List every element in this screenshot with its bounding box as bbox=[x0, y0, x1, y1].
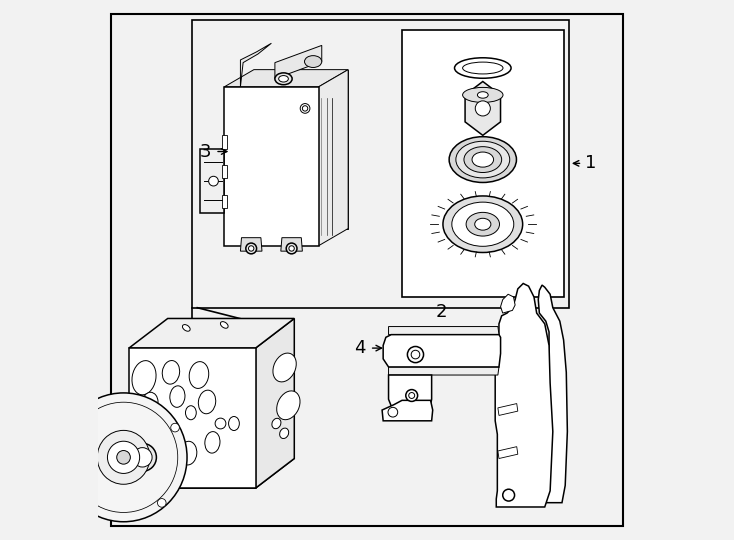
Ellipse shape bbox=[228, 416, 239, 430]
Ellipse shape bbox=[208, 176, 218, 186]
Ellipse shape bbox=[503, 489, 515, 501]
Ellipse shape bbox=[133, 448, 152, 467]
Ellipse shape bbox=[158, 498, 166, 507]
Polygon shape bbox=[382, 400, 433, 421]
Ellipse shape bbox=[205, 431, 220, 453]
Ellipse shape bbox=[275, 73, 292, 85]
Polygon shape bbox=[222, 194, 227, 208]
Ellipse shape bbox=[472, 152, 493, 167]
Polygon shape bbox=[222, 165, 227, 178]
Polygon shape bbox=[388, 367, 499, 375]
Ellipse shape bbox=[180, 441, 197, 465]
Ellipse shape bbox=[449, 137, 517, 183]
Polygon shape bbox=[254, 70, 348, 228]
Ellipse shape bbox=[171, 423, 179, 432]
Ellipse shape bbox=[407, 347, 424, 363]
Polygon shape bbox=[255, 319, 294, 488]
Polygon shape bbox=[129, 458, 294, 488]
Ellipse shape bbox=[411, 350, 420, 359]
Polygon shape bbox=[225, 87, 319, 246]
Ellipse shape bbox=[454, 58, 511, 78]
Polygon shape bbox=[388, 375, 432, 413]
FancyBboxPatch shape bbox=[192, 19, 569, 308]
Polygon shape bbox=[129, 319, 294, 348]
Ellipse shape bbox=[475, 218, 491, 230]
Polygon shape bbox=[129, 348, 255, 488]
Ellipse shape bbox=[81, 408, 90, 416]
Ellipse shape bbox=[97, 430, 150, 484]
Ellipse shape bbox=[249, 246, 254, 251]
Ellipse shape bbox=[60, 393, 187, 522]
Ellipse shape bbox=[117, 450, 131, 464]
Ellipse shape bbox=[279, 76, 288, 82]
Ellipse shape bbox=[406, 389, 418, 401]
Polygon shape bbox=[275, 45, 321, 79]
Ellipse shape bbox=[477, 92, 488, 98]
Text: 4: 4 bbox=[354, 339, 366, 357]
Ellipse shape bbox=[215, 418, 226, 429]
Ellipse shape bbox=[409, 393, 415, 399]
Ellipse shape bbox=[462, 62, 503, 74]
Ellipse shape bbox=[189, 362, 208, 388]
Polygon shape bbox=[281, 238, 302, 251]
Polygon shape bbox=[319, 70, 348, 246]
Text: 2: 2 bbox=[435, 303, 447, 321]
Ellipse shape bbox=[107, 441, 139, 474]
FancyBboxPatch shape bbox=[402, 30, 564, 297]
Ellipse shape bbox=[280, 428, 288, 438]
Polygon shape bbox=[501, 294, 515, 313]
Ellipse shape bbox=[475, 101, 490, 116]
Ellipse shape bbox=[143, 392, 158, 411]
Ellipse shape bbox=[456, 141, 509, 178]
Polygon shape bbox=[465, 82, 501, 136]
Ellipse shape bbox=[156, 407, 167, 418]
FancyBboxPatch shape bbox=[111, 14, 623, 526]
Polygon shape bbox=[498, 447, 517, 458]
Polygon shape bbox=[200, 149, 225, 213]
Ellipse shape bbox=[162, 361, 180, 384]
Ellipse shape bbox=[170, 386, 185, 407]
Polygon shape bbox=[498, 403, 517, 415]
Text: 3: 3 bbox=[200, 143, 211, 160]
Ellipse shape bbox=[246, 243, 257, 254]
Ellipse shape bbox=[68, 483, 76, 491]
Ellipse shape bbox=[464, 147, 501, 172]
Ellipse shape bbox=[153, 433, 175, 463]
Ellipse shape bbox=[132, 361, 156, 395]
Polygon shape bbox=[222, 136, 227, 149]
Ellipse shape bbox=[462, 87, 503, 103]
Ellipse shape bbox=[128, 443, 156, 471]
Ellipse shape bbox=[273, 353, 297, 382]
Polygon shape bbox=[123, 395, 145, 519]
Text: 1: 1 bbox=[585, 154, 597, 172]
Ellipse shape bbox=[277, 391, 300, 420]
Polygon shape bbox=[388, 327, 499, 335]
Ellipse shape bbox=[302, 106, 308, 111]
Ellipse shape bbox=[300, 104, 310, 113]
Ellipse shape bbox=[272, 418, 281, 429]
Ellipse shape bbox=[443, 196, 523, 253]
Ellipse shape bbox=[452, 202, 514, 246]
Polygon shape bbox=[225, 70, 348, 87]
Ellipse shape bbox=[388, 407, 398, 417]
Polygon shape bbox=[383, 335, 501, 367]
Polygon shape bbox=[495, 284, 553, 507]
Ellipse shape bbox=[466, 212, 500, 236]
Ellipse shape bbox=[145, 458, 156, 469]
Polygon shape bbox=[241, 238, 262, 251]
Ellipse shape bbox=[305, 56, 321, 68]
Ellipse shape bbox=[286, 243, 297, 254]
Ellipse shape bbox=[183, 325, 190, 331]
Ellipse shape bbox=[289, 246, 294, 251]
Ellipse shape bbox=[198, 390, 216, 414]
Ellipse shape bbox=[220, 322, 228, 328]
Polygon shape bbox=[241, 43, 272, 87]
Polygon shape bbox=[538, 285, 567, 503]
Ellipse shape bbox=[186, 406, 196, 420]
